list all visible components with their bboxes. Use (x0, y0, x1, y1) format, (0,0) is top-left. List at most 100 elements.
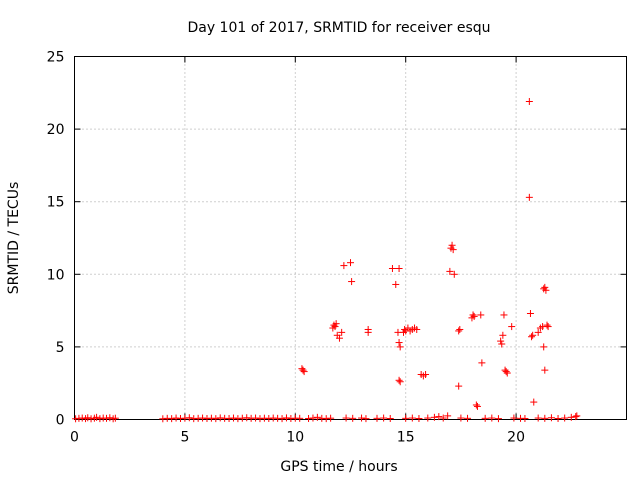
data-point (547, 414, 555, 422)
data-point (229, 414, 237, 422)
data-point (395, 376, 403, 384)
data-point (499, 331, 507, 339)
data-point (243, 414, 251, 422)
data-point (348, 278, 356, 286)
data-point (309, 414, 317, 422)
data-point (422, 370, 430, 378)
data-point (93, 413, 101, 421)
data-point (521, 414, 529, 422)
data-point (395, 264, 403, 272)
data-point (543, 321, 551, 329)
data-point (111, 414, 119, 422)
data-point (424, 414, 432, 422)
data-point (84, 414, 92, 422)
plot-frame (74, 56, 627, 420)
data-point (347, 259, 354, 267)
data-point (525, 193, 533, 201)
data-point (252, 414, 260, 422)
tick-labels: 0 5 10 15 20 0 5 10 15 20 25 (47, 50, 525, 446)
data-point (313, 413, 321, 421)
data-point (446, 267, 454, 275)
y-tick-label: 15 (47, 195, 65, 211)
data-point (282, 414, 290, 422)
data-point (573, 412, 581, 420)
data-point (362, 415, 370, 423)
data-point (332, 320, 340, 328)
data-point (185, 414, 193, 422)
data-point (478, 359, 486, 367)
grid-lines (74, 56, 627, 420)
data-point (413, 325, 421, 333)
data-point (300, 368, 308, 376)
data-point (494, 415, 502, 423)
data-point (364, 325, 372, 333)
data-point (525, 98, 533, 106)
data-point (299, 366, 307, 374)
data-point (534, 414, 542, 422)
y-tick-label: 5 (56, 340, 65, 356)
data-point (87, 415, 95, 423)
x-axis-label: GPS time / hours (280, 459, 397, 475)
data-point (450, 270, 458, 278)
data-point (380, 414, 388, 422)
data-point (335, 334, 343, 342)
data-point (327, 414, 335, 422)
data-point (168, 415, 176, 423)
data-point (212, 415, 220, 423)
data-points (72, 98, 581, 423)
data-point (455, 382, 463, 390)
data-point (448, 241, 456, 249)
data-point (349, 414, 357, 422)
x-tick-label: 0 (70, 430, 79, 446)
data-point (526, 310, 534, 318)
data-point (498, 340, 506, 348)
data-point (528, 333, 536, 341)
data-point (396, 343, 404, 351)
data-point (395, 339, 403, 347)
data-point (508, 323, 516, 331)
x-tick-label: 20 (507, 430, 525, 446)
data-point (408, 414, 416, 422)
data-point (567, 413, 575, 421)
data-point (278, 415, 286, 423)
data-point (457, 414, 465, 422)
data-point (388, 264, 396, 272)
data-point (541, 366, 549, 374)
data-point (554, 414, 562, 422)
y-tick-label: 10 (47, 267, 65, 283)
y-tick-label: 20 (47, 122, 65, 138)
data-point (530, 398, 538, 406)
data-point (103, 414, 111, 422)
data-point (444, 412, 452, 420)
data-point (455, 327, 463, 335)
data-point (401, 325, 409, 333)
data-point (96, 415, 104, 423)
data-point (439, 414, 447, 422)
x-tick-label: 5 (180, 430, 189, 446)
y-tick-label: 25 (47, 50, 65, 66)
data-point (392, 280, 400, 288)
data-point (456, 325, 464, 333)
data-point (373, 414, 381, 422)
data-point (449, 246, 457, 254)
data-point (497, 337, 505, 345)
data-point (529, 331, 537, 339)
data-point (296, 414, 304, 422)
data-point (572, 413, 580, 421)
data-point (477, 311, 485, 319)
data-point (534, 328, 542, 336)
chart-title: Day 101 of 2017, SRMTID for receiver esq… (187, 20, 490, 36)
data-point (540, 343, 548, 351)
data-point (473, 402, 481, 410)
x-tick-label: 10 (286, 430, 304, 446)
data-point (481, 414, 489, 422)
y-tick-label: 0 (56, 413, 65, 429)
data-point (469, 311, 477, 319)
data-point (510, 414, 518, 422)
data-point (402, 414, 410, 422)
axis-ticks (74, 56, 627, 420)
data-point (358, 414, 366, 422)
data-point (415, 414, 423, 422)
data-point (544, 323, 552, 331)
